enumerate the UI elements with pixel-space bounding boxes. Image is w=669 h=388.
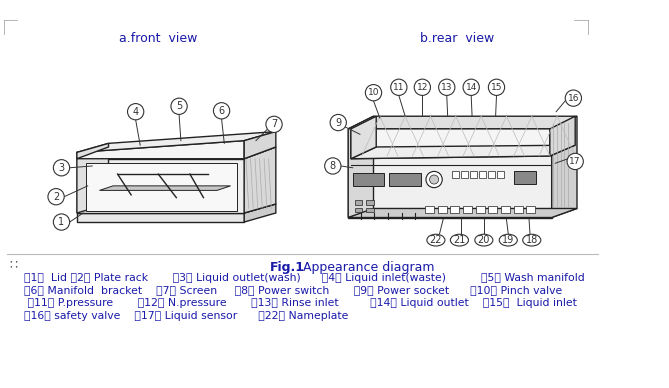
- Polygon shape: [550, 116, 575, 156]
- Text: 3: 3: [58, 163, 65, 173]
- Polygon shape: [348, 208, 577, 218]
- Text: 21: 21: [453, 235, 466, 245]
- Circle shape: [439, 79, 455, 95]
- Text: b.rear  view: b.rear view: [419, 32, 494, 45]
- Circle shape: [48, 189, 64, 205]
- Polygon shape: [244, 132, 276, 159]
- Circle shape: [213, 103, 229, 119]
- Text: 19: 19: [502, 235, 514, 245]
- Text: 5: 5: [176, 101, 182, 111]
- Text: 7: 7: [271, 120, 277, 129]
- Text: 20: 20: [478, 235, 490, 245]
- Text: 14: 14: [466, 83, 477, 92]
- Circle shape: [330, 114, 347, 131]
- Polygon shape: [348, 129, 552, 218]
- Bar: [366, 208, 373, 212]
- Text: 1: 1: [58, 217, 65, 227]
- Circle shape: [324, 158, 341, 174]
- Polygon shape: [77, 159, 244, 213]
- Text: 2: 2: [53, 192, 59, 202]
- Circle shape: [391, 79, 407, 95]
- Polygon shape: [348, 116, 577, 129]
- Text: ∷: ∷: [9, 258, 17, 271]
- Circle shape: [128, 104, 144, 120]
- Circle shape: [488, 79, 504, 95]
- Ellipse shape: [522, 234, 541, 246]
- Polygon shape: [244, 204, 276, 222]
- Bar: [461, 171, 468, 178]
- Circle shape: [171, 98, 187, 114]
- Polygon shape: [100, 186, 231, 191]
- Bar: [463, 206, 472, 213]
- Text: 10: 10: [368, 88, 379, 97]
- Bar: [425, 206, 434, 213]
- Text: 12: 12: [417, 83, 428, 92]
- Polygon shape: [351, 116, 376, 159]
- Text: 4: 4: [132, 107, 138, 117]
- Text: Fig.1: Fig.1: [270, 261, 304, 274]
- Bar: [488, 206, 498, 213]
- Text: 11: 11: [393, 83, 405, 92]
- Bar: [355, 200, 362, 205]
- Polygon shape: [77, 204, 276, 213]
- Text: （11） P.pressure       （12） N.pressure       （13） Rinse inlet         （14） Liquid: （11） P.pressure （12） N.pressure （13） Rin…: [23, 298, 577, 308]
- Text: 15: 15: [491, 83, 502, 92]
- Text: 13: 13: [441, 83, 452, 92]
- Circle shape: [414, 79, 430, 95]
- Polygon shape: [552, 116, 577, 218]
- Text: （16） safety valve    （17） Liquid sensor      （22） Nameplate: （16） safety valve （17） Liquid sensor （22…: [23, 311, 348, 320]
- Bar: [438, 206, 447, 213]
- Text: 9: 9: [335, 118, 341, 128]
- Text: Appearance diagram: Appearance diagram: [291, 261, 435, 274]
- Bar: [355, 208, 362, 212]
- Bar: [514, 171, 537, 184]
- Circle shape: [567, 153, 583, 170]
- Bar: [450, 206, 460, 213]
- Polygon shape: [77, 147, 276, 159]
- Circle shape: [426, 171, 442, 188]
- Circle shape: [54, 159, 70, 176]
- Ellipse shape: [475, 234, 493, 246]
- Polygon shape: [77, 147, 108, 213]
- Bar: [389, 173, 421, 186]
- Circle shape: [266, 116, 282, 132]
- Bar: [353, 173, 385, 186]
- Text: （6） Manifold  bracket    （7） Screen     （8） Power switch       （9） Power socket : （6） Manifold bracket （7） Screen （8） Powe…: [23, 285, 562, 295]
- Text: 6: 6: [219, 106, 225, 116]
- Polygon shape: [86, 163, 237, 211]
- Polygon shape: [351, 145, 575, 159]
- Text: （1）  Lid （2） Plate rack       （3） Liquid outlet(wash)      （4） Liquid inlet(wast: （1） Lid （2） Plate rack （3） Liquid outlet…: [23, 273, 584, 283]
- Bar: [514, 206, 522, 213]
- Ellipse shape: [427, 234, 445, 246]
- Bar: [470, 171, 476, 178]
- Bar: [488, 171, 494, 178]
- Bar: [527, 206, 535, 213]
- Bar: [452, 171, 458, 178]
- Text: 22: 22: [429, 235, 442, 245]
- Circle shape: [463, 79, 479, 95]
- Text: a.front  view: a.front view: [119, 32, 197, 45]
- Bar: [479, 171, 486, 178]
- Polygon shape: [244, 147, 276, 213]
- Text: 16: 16: [567, 94, 579, 103]
- Circle shape: [365, 85, 381, 101]
- Polygon shape: [77, 132, 276, 152]
- Polygon shape: [77, 143, 108, 159]
- Bar: [476, 206, 485, 213]
- Polygon shape: [351, 129, 550, 159]
- Bar: [366, 200, 373, 205]
- Polygon shape: [77, 213, 244, 222]
- Text: 18: 18: [526, 235, 538, 245]
- Bar: [501, 206, 510, 213]
- Circle shape: [54, 214, 70, 230]
- Polygon shape: [77, 140, 244, 159]
- Circle shape: [565, 90, 581, 106]
- Ellipse shape: [499, 234, 517, 246]
- Bar: [498, 171, 504, 178]
- Circle shape: [429, 175, 439, 184]
- Text: 17: 17: [569, 157, 581, 166]
- Ellipse shape: [450, 234, 468, 246]
- Polygon shape: [348, 116, 373, 218]
- Text: 8: 8: [330, 161, 336, 171]
